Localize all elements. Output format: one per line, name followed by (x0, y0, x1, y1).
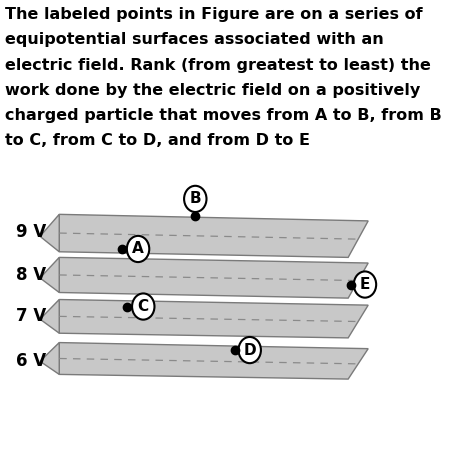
Polygon shape (40, 214, 59, 252)
Text: charged particle that moves from A to B, from B: charged particle that moves from A to B,… (5, 108, 442, 123)
Text: The labeled points in Figure are on a series of: The labeled points in Figure are on a se… (5, 7, 422, 22)
Circle shape (132, 293, 155, 320)
Polygon shape (59, 214, 368, 257)
Text: work done by the electric field on a positively: work done by the electric field on a pos… (5, 83, 420, 98)
Text: B: B (190, 191, 201, 206)
Text: electric field. Rank (from greatest to least) the: electric field. Rank (from greatest to l… (5, 58, 431, 73)
Polygon shape (59, 343, 368, 379)
Text: 8 V: 8 V (16, 266, 46, 284)
Text: E: E (360, 277, 370, 292)
Text: to C, from C to D, and from D to E: to C, from C to D, and from D to E (5, 133, 310, 148)
Polygon shape (40, 343, 59, 374)
Circle shape (184, 186, 207, 212)
Text: D: D (244, 343, 256, 358)
Text: equipotential surfaces associated with an: equipotential surfaces associated with a… (5, 32, 383, 47)
Text: 7 V: 7 V (16, 307, 46, 325)
Polygon shape (40, 257, 59, 292)
Text: 6 V: 6 V (16, 352, 46, 370)
Text: A: A (132, 241, 144, 256)
Polygon shape (59, 257, 368, 298)
Circle shape (127, 236, 149, 262)
Circle shape (354, 271, 376, 298)
Polygon shape (40, 300, 59, 333)
Text: C: C (138, 299, 149, 314)
Circle shape (238, 337, 261, 363)
Text: 9 V: 9 V (16, 223, 46, 241)
Polygon shape (59, 300, 368, 338)
